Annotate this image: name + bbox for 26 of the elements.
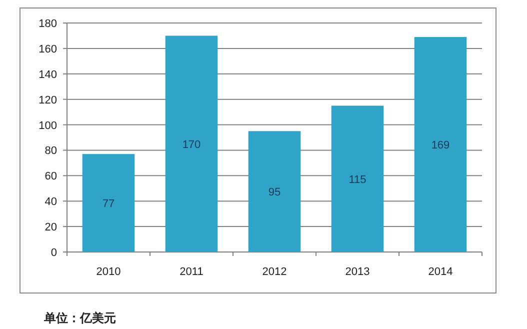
y-tick-label: 140 <box>38 68 57 81</box>
text: 单位：亿美元 <box>43 311 116 325</box>
y-tick-label: 20 <box>44 222 57 234</box>
y-tick-label: 80 <box>44 145 57 158</box>
y-tick-label: 120 <box>38 94 57 106</box>
data-label: 115 <box>348 174 366 186</box>
data-label: 170 <box>182 138 201 151</box>
bar <box>414 36 467 252</box>
x-tick-label: 2012 <box>262 266 287 278</box>
x-tick-label: 2013 <box>345 266 370 278</box>
y-tick-label: 40 <box>44 196 57 208</box>
data-label: 169 <box>431 139 450 152</box>
x-tick-label: 2010 <box>96 266 121 278</box>
y-tick-label: 160 <box>38 43 57 56</box>
y-tick-label: 0 <box>50 247 57 259</box>
data-label: 77 <box>102 198 115 210</box>
y-tick-label: 60 <box>44 170 57 183</box>
data-label: 95 <box>268 186 281 199</box>
y-tick-label: 100 <box>38 120 57 132</box>
x-tick-label: 2011 <box>180 266 204 278</box>
x-tick-label: 2014 <box>428 266 453 278</box>
y-tick-label: 180 <box>38 18 57 30</box>
bar <box>331 106 384 252</box>
bar <box>165 36 218 252</box>
bar <box>248 131 301 252</box>
bar <box>82 154 135 252</box>
